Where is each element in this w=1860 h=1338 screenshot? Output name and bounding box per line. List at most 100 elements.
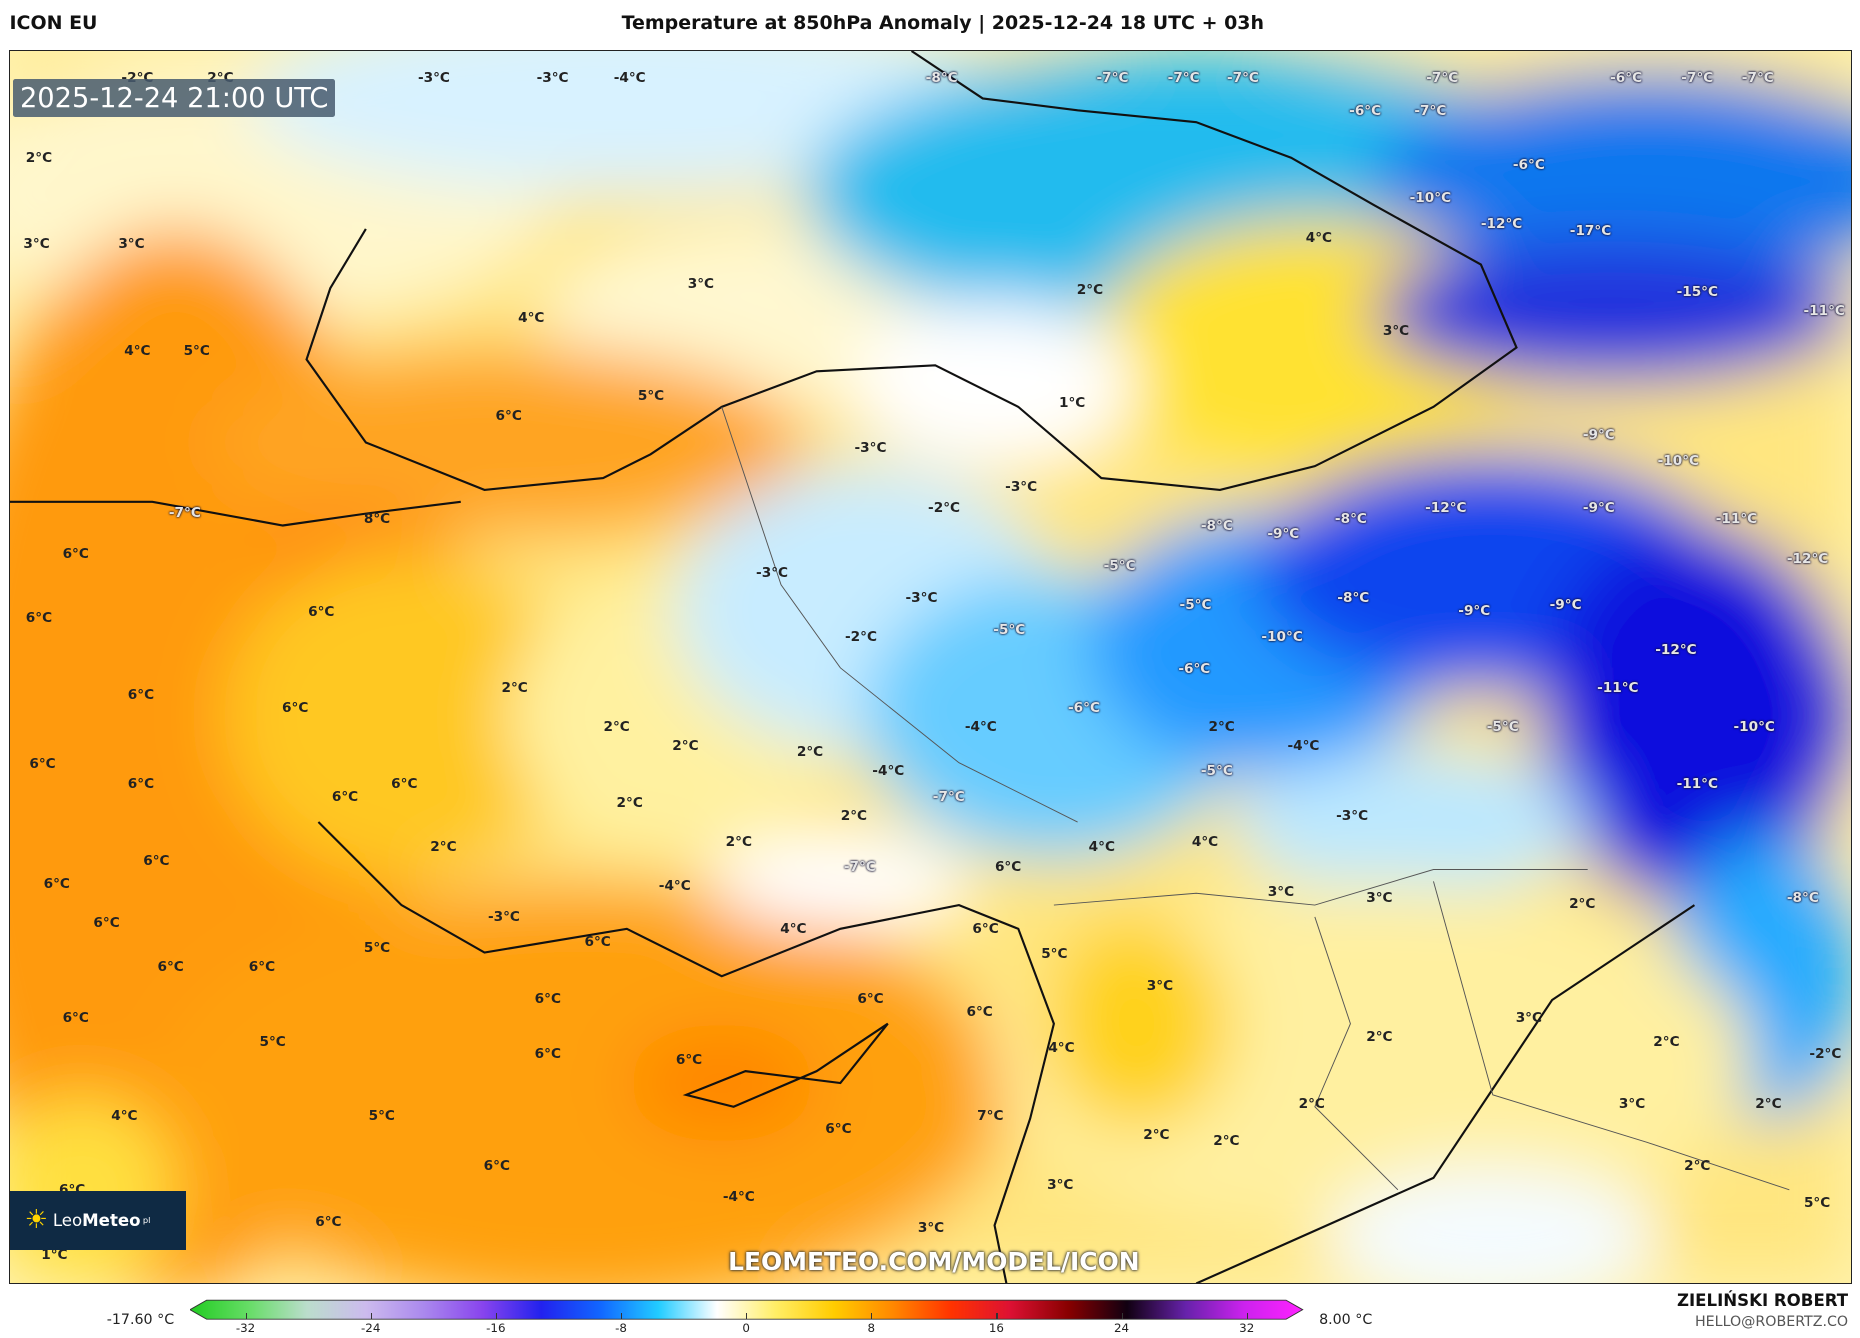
author-email[interactable]: HELLO@ROBERTZ.CO <box>1694 1314 1849 1331</box>
contour-label: 6°C <box>584 933 611 950</box>
contour-label: -8°C <box>1337 589 1370 606</box>
colorbar-tick-label: -24 <box>361 1321 381 1336</box>
contour-label: 2°C <box>1755 1096 1782 1113</box>
contour-label: 3°C <box>1515 1009 1542 1026</box>
contour-label: -3°C <box>536 70 569 87</box>
contour-label: 3°C <box>1146 977 1174 994</box>
coastlines <box>10 50 1696 1284</box>
contour-label: -3°C <box>417 70 450 87</box>
contour-label: 2°C <box>1684 1157 1711 1174</box>
contour-label: 3°C <box>687 276 715 293</box>
contour-label: -9°C <box>1267 525 1300 542</box>
contour-label: -17°C <box>1569 223 1612 240</box>
contour-label: 2°C <box>616 794 643 811</box>
contour-label: 6°C <box>157 958 184 975</box>
contour-label: 6°C <box>93 914 120 931</box>
contour-label: -11°C <box>1676 775 1718 792</box>
contour-label: -4°C <box>1287 737 1320 754</box>
contour-label: 4°C <box>111 1108 138 1125</box>
contour-label: -4°C <box>722 1188 755 1205</box>
contour-label: 2°C <box>1298 1096 1325 1113</box>
contour-label: 5°C <box>363 939 391 956</box>
contour-label: -15°C <box>1676 283 1718 300</box>
contour-label: 6°C <box>534 990 561 1007</box>
contour-label: 1°C <box>1058 395 1086 412</box>
borders <box>721 406 1790 1191</box>
leometeo-logo[interactable]: ☀ Leo Meteo pl <box>10 1190 187 1251</box>
contour-label: -8°C <box>1786 889 1819 906</box>
contour-label: 6°C <box>391 775 418 792</box>
colorbar-max-label: 8.00 °C <box>1319 1311 1373 1328</box>
contour-label: 6°C <box>972 920 999 937</box>
contour-label: 2°C <box>430 838 457 855</box>
contour-label: -7°C <box>1414 103 1447 120</box>
contour-label: 3°C <box>1267 883 1295 900</box>
sun-icon: ☀ <box>24 1205 49 1236</box>
contour-label: 2°C <box>1653 1034 1680 1051</box>
contour-label: 6°C <box>315 1213 342 1230</box>
anomaly-field <box>10 50 1852 1284</box>
contour-label: 4°C <box>1305 230 1333 247</box>
contour-label: 2°C <box>672 737 699 754</box>
contour-label: -9°C <box>1582 427 1615 444</box>
contour-label: 2°C <box>840 807 868 824</box>
contour-label: 6°C <box>483 1157 510 1174</box>
contour-label: -10°C <box>1733 718 1775 735</box>
contour-label: 4°C <box>124 342 151 359</box>
contour-label: -4°C <box>964 718 997 735</box>
logo-text-bold: Meteo <box>82 1210 141 1230</box>
contour-label: -6°C <box>1349 103 1382 120</box>
colorbar-tick-label: 0 <box>742 1321 750 1336</box>
valid-time-stamp: 2025-12-24 21:00 UTC <box>12 79 336 118</box>
contour-label: 6°C <box>62 1009 89 1026</box>
contour-label: -3°C <box>905 589 938 606</box>
contour-label: 6°C <box>282 699 309 716</box>
contour-label: -3°C <box>1336 807 1369 824</box>
colorbar-tick-label: 32 <box>1239 1321 1255 1336</box>
contour-label: 7°C <box>977 1108 1004 1125</box>
colorbar-tick-label: -8 <box>615 1321 627 1336</box>
contour-label: 2°C <box>603 718 630 735</box>
contour-label: -3°C <box>854 440 887 457</box>
contour-label: -7°C <box>932 788 965 805</box>
colorbar-tick-label: 16 <box>988 1321 1004 1336</box>
contour-label: 5°C <box>1041 945 1068 962</box>
contour-label: -5°C <box>1179 596 1212 613</box>
contour-label: -2°C <box>845 628 877 645</box>
contour-label: 3°C <box>1618 1096 1646 1113</box>
colorbar-tick-label: -16 <box>486 1321 506 1336</box>
colorbar-tick-mark <box>746 1313 748 1320</box>
contour-label: 5°C <box>1803 1194 1831 1211</box>
contour-label: 6°C <box>25 609 53 626</box>
contour-label: 6°C <box>675 1052 703 1069</box>
colorbar-tick-mark <box>245 1313 247 1320</box>
contour-label: -5°C <box>993 621 1026 638</box>
model-name: ICON EU <box>9 11 98 34</box>
colorbar-tick-label: -32 <box>235 1321 256 1336</box>
contour-label: -8°C <box>1334 511 1367 528</box>
contour-label: -8°C <box>1200 518 1233 535</box>
contour-label: -10°C <box>1657 453 1700 470</box>
contour-label: 4°C <box>1048 1040 1075 1057</box>
contour-label: -7°C <box>1426 70 1459 87</box>
temperature-anomaly-map[interactable]: -2°C 2°C -3°C -3°C -4°C -8°C -7°C -7°C -7°C -7°C -… <box>9 49 1853 1285</box>
contour-label: -12°C <box>1480 216 1523 232</box>
contour-label: 3°C <box>1366 889 1393 906</box>
contour-label: 6°C <box>143 853 170 869</box>
colorbar-tick-mark <box>370 1313 372 1320</box>
contour-label: -5°C <box>1200 762 1233 779</box>
contour-label: 2°C <box>1569 895 1596 912</box>
colorbar-tick-mark <box>996 1313 998 1320</box>
contour-label: 6°C <box>825 1121 852 1138</box>
contour-label: -12°C <box>1786 550 1829 567</box>
contour-label: -7°C <box>1741 70 1774 87</box>
contour-label: -10°C <box>1409 189 1452 206</box>
contour-label: -5°C <box>1103 557 1136 574</box>
contour-label: 6°C <box>994 858 1022 875</box>
contour-label: -7°C <box>1167 70 1200 87</box>
contour-label: 2°C <box>796 743 824 760</box>
contour-label: 6°C <box>495 408 522 425</box>
contour-label: -7°C <box>1681 70 1714 87</box>
contour-label: 1°C <box>41 1246 68 1263</box>
contour-label: 6°C <box>308 603 335 620</box>
